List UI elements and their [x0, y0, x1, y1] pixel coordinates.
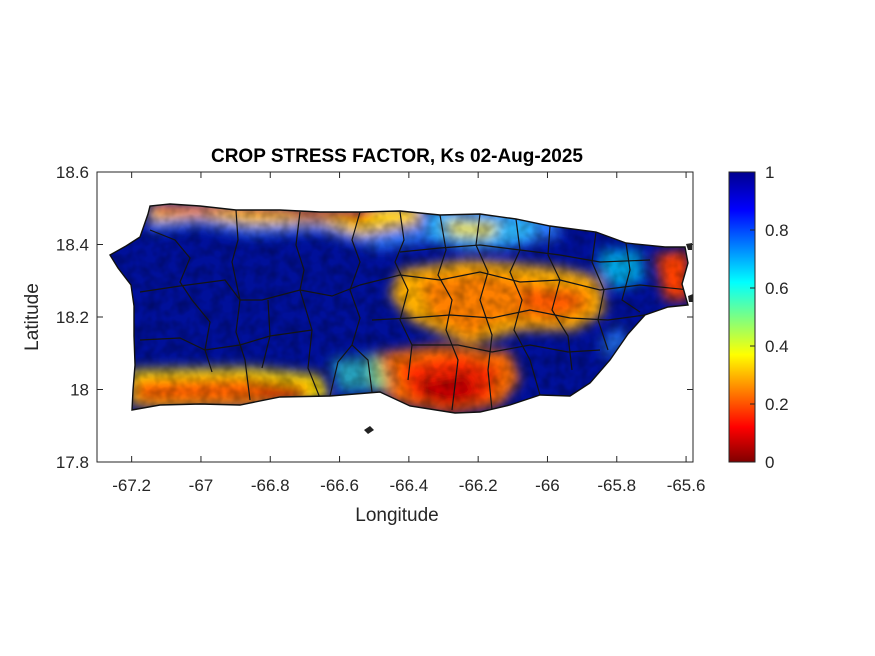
y-axis: 18.6 18.4 18.2 18 17.8 [56, 163, 693, 472]
colorbar-tick-label: 0.8 [765, 221, 789, 240]
island-coastline [109, 203, 689, 414]
x-tick-label: -65.8 [597, 476, 636, 495]
y-tick-label: 18.4 [56, 236, 89, 255]
small-island [364, 426, 374, 434]
ks-field [110, 204, 688, 413]
x-tick-label: -66.6 [320, 476, 359, 495]
colorbar [728, 171, 756, 463]
colorbar-tick-label: 0.6 [765, 279, 789, 298]
x-tick-label: -67 [189, 476, 214, 495]
x-tick-label: -67.2 [112, 476, 151, 495]
x-axis: -67.2 -67 -66.8 -66.6 -66.4 -66.2 -66 -65.8 -65.… [112, 172, 705, 495]
x-tick-label: -66.8 [251, 476, 290, 495]
colorbar-axis: 1 0.8 0.6 0.4 0.2 0 [750, 163, 789, 472]
y-tick-label: 18.6 [56, 163, 89, 182]
x-tick-label: -66.2 [459, 476, 498, 495]
colorbar-tick-label: 1 [765, 163, 774, 182]
y-tick-label: 18.2 [56, 308, 89, 327]
x-tick-label: -66 [535, 476, 560, 495]
small-island [688, 294, 693, 302]
x-tick-label: -66.4 [389, 476, 428, 495]
y-tick-label: 17.8 [56, 453, 89, 472]
municipality-boundaries [139, 209, 688, 411]
colorbar-tick-label: 0.2 [765, 395, 789, 414]
colorbar-tick-label: 0.4 [765, 337, 789, 356]
x-axis-label: Longitude [355, 505, 438, 526]
map-title: CROP STRESS FACTOR, Ks 02-Aug-2025 [211, 146, 583, 167]
y-tick-label: 18 [70, 381, 89, 400]
y-axis-label: Latitude [22, 283, 43, 351]
x-tick-label: -65.6 [667, 476, 706, 495]
colorbar-tick-label: 0 [765, 453, 774, 472]
